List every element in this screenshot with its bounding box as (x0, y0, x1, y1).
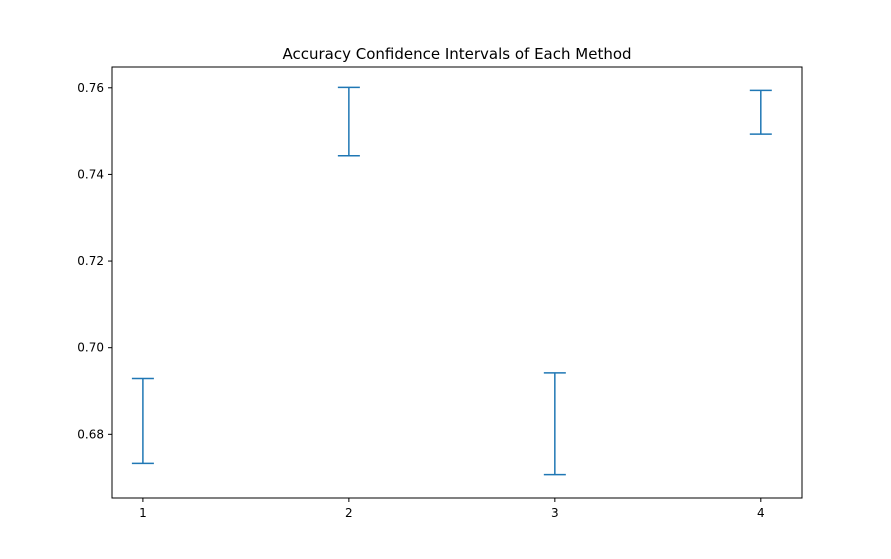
error-bar-4 (749, 89, 772, 135)
plot-frame (111, 66, 803, 499)
error-bar-series (131, 86, 772, 476)
x-tick-label: 4 (757, 506, 765, 520)
error-bar-3 (543, 372, 566, 476)
y-tick-label: 0.68 (77, 427, 104, 441)
x-tick-label: 3 (551, 506, 559, 520)
plot-area (111, 66, 803, 499)
y-tick-label: 0.74 (77, 167, 104, 181)
x-axis: 1 2 3 4 (139, 498, 765, 520)
y-tick-label: 0.76 (77, 81, 104, 95)
x-tick-label: 1 (139, 506, 147, 520)
y-axis: 0.68 0.70 0.72 0.74 0.76 (77, 81, 112, 441)
y-tick-label: 0.70 (77, 341, 104, 355)
chart-title: Accuracy Confidence Intervals of Each Me… (282, 45, 631, 63)
error-bar-2 (337, 86, 360, 157)
x-tick-label: 2 (345, 506, 353, 520)
y-tick-label: 0.72 (77, 254, 104, 268)
error-bar-1 (131, 377, 154, 465)
